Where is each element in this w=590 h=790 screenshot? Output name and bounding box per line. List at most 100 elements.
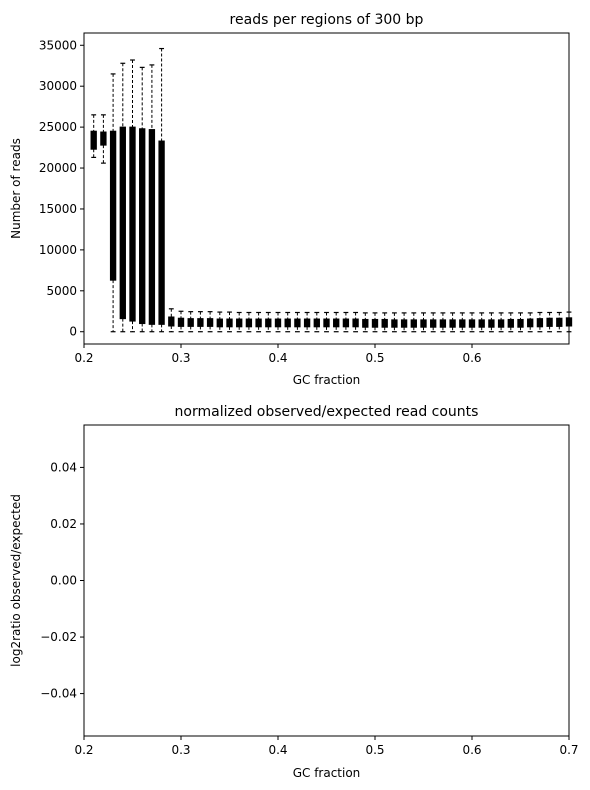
x-tick-label: 0.5 — [365, 351, 384, 365]
box-0.45 — [323, 311, 330, 333]
box — [342, 318, 350, 328]
box — [187, 318, 194, 327]
box — [536, 318, 544, 328]
y-tick-label: 10000 — [39, 243, 77, 257]
box — [488, 319, 495, 328]
box — [255, 318, 262, 328]
box — [284, 318, 291, 328]
box — [119, 126, 126, 320]
box — [323, 318, 330, 328]
x-tick-label: 0.7 — [559, 743, 578, 757]
box-0.50 — [371, 312, 379, 333]
box-0.42 — [294, 311, 301, 333]
box — [497, 319, 505, 328]
box — [478, 319, 485, 328]
box-0.60 — [468, 312, 476, 333]
y-tick-label: 0 — [69, 325, 77, 339]
box-0.68 — [546, 311, 553, 333]
y-axis-ticks: −0.04 −0.02 0.00 0.02 0.04 — [40, 460, 84, 701]
box — [362, 318, 369, 328]
box — [216, 318, 223, 328]
box — [352, 318, 359, 328]
box — [400, 319, 408, 328]
box — [371, 318, 379, 328]
box — [168, 316, 175, 327]
box-0.66 — [527, 312, 534, 333]
box-0.46 — [333, 311, 340, 333]
box-0.61 — [478, 312, 485, 333]
box — [303, 318, 311, 328]
box-0.37 — [245, 311, 253, 333]
box — [517, 318, 524, 328]
y-axis-label: log2ratio observed/expected — [9, 494, 23, 667]
y-tick-label: 5000 — [46, 284, 77, 298]
box — [139, 128, 146, 325]
box — [410, 319, 417, 328]
x-tick-label: 0.2 — [74, 351, 93, 365]
box-0.69 — [556, 311, 563, 333]
box — [333, 318, 340, 328]
boxplot-panel: reads per regions of 300 bp 0.2 0.3 0.4 0.5… — [9, 12, 573, 387]
box — [236, 318, 243, 328]
y-tick-label: 20000 — [39, 161, 77, 175]
box-0.24 — [119, 62, 126, 333]
box — [313, 318, 320, 328]
box-0.67 — [536, 311, 544, 333]
box-0.48 — [352, 311, 359, 333]
x-tick-label: 0.3 — [171, 743, 190, 757]
box — [265, 318, 272, 328]
box-0.57 — [439, 312, 447, 333]
x-axis-label: GC fraction — [293, 373, 361, 387]
box-0.52 — [391, 312, 398, 333]
box — [90, 130, 97, 150]
y-tick-label: 30000 — [39, 79, 77, 93]
ratio-panel: normalized observed/expected read counts… — [9, 404, 579, 780]
box — [294, 318, 301, 328]
box — [129, 126, 136, 322]
box — [206, 318, 214, 327]
y-tick-label: 0.00 — [50, 574, 77, 588]
box — [449, 319, 456, 328]
box — [177, 317, 185, 327]
x-axis-label: GC fraction — [293, 766, 361, 780]
box-0.21 — [90, 114, 97, 158]
box-0.64 — [507, 312, 514, 333]
box — [226, 318, 233, 328]
box-0.55 — [420, 312, 427, 333]
box — [430, 319, 437, 328]
box-0.63 — [497, 312, 505, 333]
plot-area — [90, 47, 573, 333]
box-0.47 — [342, 311, 350, 333]
box-0.59 — [459, 312, 466, 333]
box-0.22 — [100, 114, 107, 164]
box — [381, 318, 388, 328]
box-0.33 — [206, 311, 214, 333]
box-0.26 — [139, 66, 146, 333]
box — [245, 318, 253, 328]
box-0.39 — [265, 311, 272, 333]
box — [439, 319, 447, 328]
box-0.56 — [430, 312, 437, 333]
box-0.58 — [449, 312, 456, 333]
y-tick-label: 35000 — [39, 38, 77, 52]
box-0.28 — [158, 47, 165, 333]
box-0.35 — [226, 311, 233, 333]
box — [158, 140, 165, 325]
y-tick-label: 15000 — [39, 202, 77, 216]
box-0.41 — [284, 311, 291, 333]
box-0.31 — [187, 311, 194, 333]
box-0.36 — [236, 311, 243, 333]
box-0.25 — [129, 59, 136, 333]
y-tick-label: 0.02 — [50, 517, 77, 531]
box — [527, 318, 534, 328]
box — [100, 131, 107, 146]
box-0.54 — [410, 312, 417, 333]
x-tick-label: 0.6 — [462, 351, 481, 365]
box-0.53 — [400, 312, 408, 333]
box — [556, 317, 563, 327]
x-tick-label: 0.4 — [268, 351, 287, 365]
y-tick-label: 25000 — [39, 120, 77, 134]
box-0.49 — [362, 312, 369, 333]
